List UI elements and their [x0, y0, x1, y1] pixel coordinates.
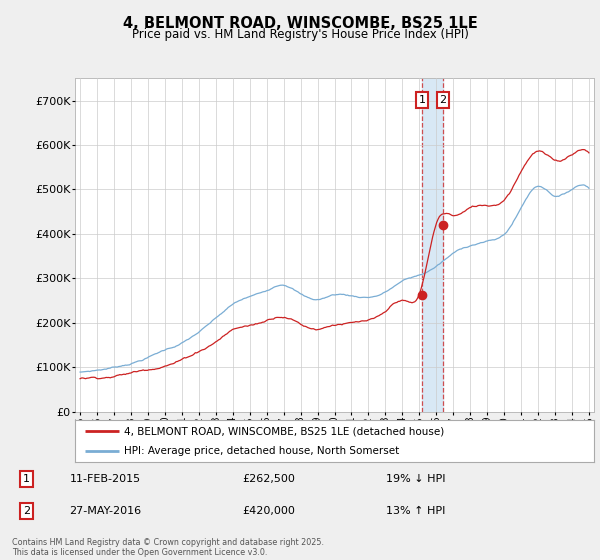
- Text: 27-MAY-2016: 27-MAY-2016: [70, 506, 142, 516]
- Text: Contains HM Land Registry data © Crown copyright and database right 2025.
This d: Contains HM Land Registry data © Crown c…: [12, 538, 324, 557]
- Text: £262,500: £262,500: [242, 474, 295, 484]
- Text: 2: 2: [439, 95, 446, 105]
- Text: 1: 1: [418, 95, 425, 105]
- Text: £420,000: £420,000: [242, 506, 295, 516]
- Text: 1: 1: [23, 474, 30, 484]
- Text: 4, BELMONT ROAD, WINSCOMBE, BS25 1LE (detached house): 4, BELMONT ROAD, WINSCOMBE, BS25 1LE (de…: [124, 426, 445, 436]
- Text: 11-FEB-2015: 11-FEB-2015: [70, 474, 141, 484]
- Text: 2: 2: [23, 506, 30, 516]
- Text: 19% ↓ HPI: 19% ↓ HPI: [386, 474, 446, 484]
- Text: 4, BELMONT ROAD, WINSCOMBE, BS25 1LE: 4, BELMONT ROAD, WINSCOMBE, BS25 1LE: [122, 16, 478, 31]
- Text: Price paid vs. HM Land Registry's House Price Index (HPI): Price paid vs. HM Land Registry's House …: [131, 28, 469, 41]
- Text: 13% ↑ HPI: 13% ↑ HPI: [386, 506, 446, 516]
- Text: HPI: Average price, detached house, North Somerset: HPI: Average price, detached house, Nort…: [124, 446, 400, 456]
- Bar: [422, 78, 443, 412]
